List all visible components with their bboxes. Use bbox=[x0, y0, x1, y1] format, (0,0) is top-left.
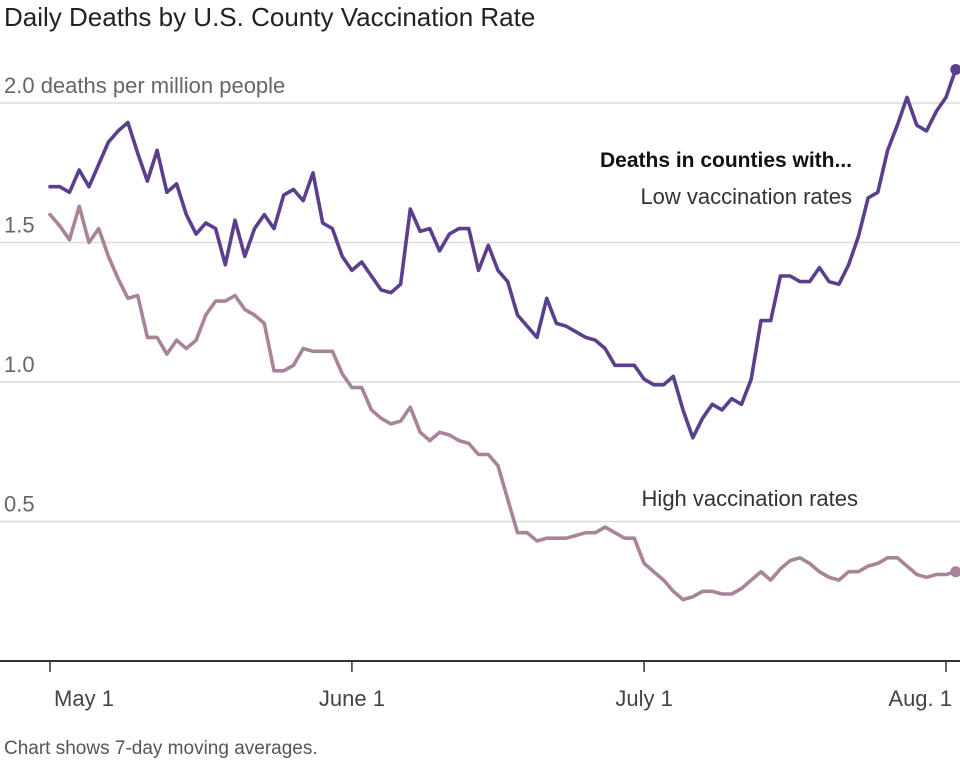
x-axis: May 1 June 1 July 1 Aug. 1 bbox=[0, 660, 960, 711]
chart-area: 2.0 deaths per million people 1.5 1.0 0.5 M… bbox=[0, 64, 960, 711]
series-endpoint-high bbox=[950, 566, 960, 578]
y-axis-labels: 2.0 deaths per million people 1.5 1.0 0.5 bbox=[4, 73, 285, 517]
y-tick-label: 1.0 bbox=[4, 352, 35, 377]
gridlines bbox=[0, 102, 960, 523]
x-tick-label: May 1 bbox=[54, 686, 114, 711]
annotation-heading: Deaths in counties with... bbox=[600, 149, 852, 172]
x-tick-label: June 1 bbox=[319, 686, 385, 711]
series-endpoint-low bbox=[950, 64, 960, 76]
series-label-high: High vaccination rates bbox=[642, 486, 858, 511]
series-label-low: Low vaccination rates bbox=[640, 184, 852, 209]
series-line-low bbox=[48, 67, 958, 440]
series-lines bbox=[48, 67, 958, 602]
y-tick-label: 2.0 deaths per million people bbox=[4, 73, 285, 98]
y-tick-label: 0.5 bbox=[4, 492, 35, 517]
x-tick-label: Aug. 1 bbox=[888, 686, 952, 711]
y-tick-label: 1.5 bbox=[4, 213, 35, 238]
chart-title: Daily Deaths by U.S. County Vaccination … bbox=[4, 2, 536, 32]
annotations: Deaths in counties with... Low vaccinatio… bbox=[600, 149, 858, 511]
x-tick-label: July 1 bbox=[615, 686, 672, 711]
chart-footnote: Chart shows 7-day moving averages. bbox=[4, 738, 318, 759]
series-line-high bbox=[48, 204, 958, 602]
series-points bbox=[950, 64, 960, 578]
